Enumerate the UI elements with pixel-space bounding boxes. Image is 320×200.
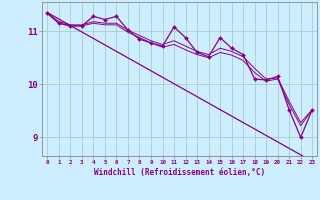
X-axis label: Windchill (Refroidissement éolien,°C): Windchill (Refroidissement éolien,°C) [94, 168, 265, 177]
